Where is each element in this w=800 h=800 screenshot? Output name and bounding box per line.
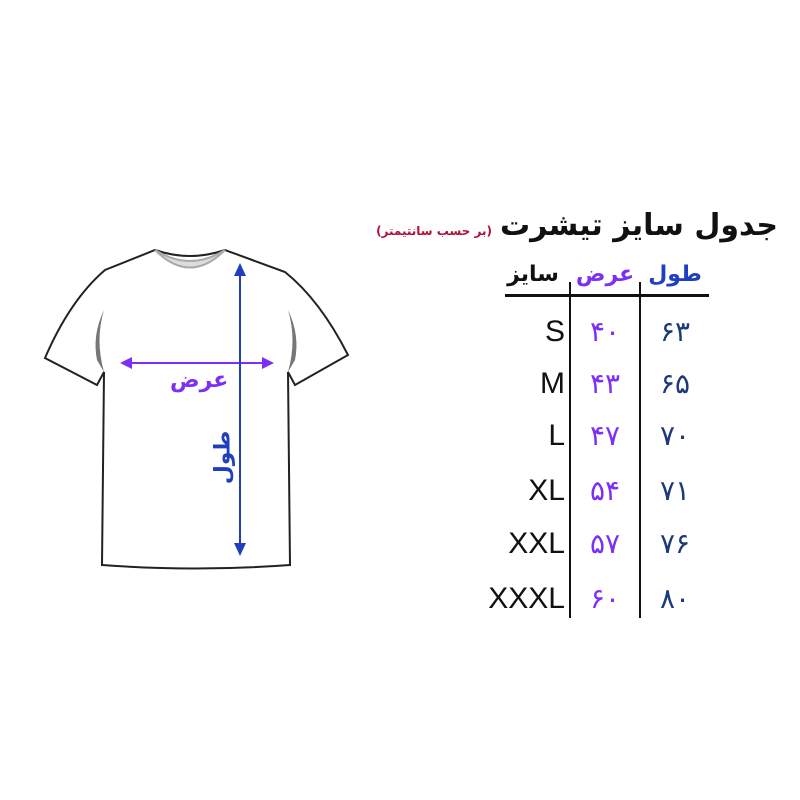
length-label: طول xyxy=(210,430,236,485)
length-cell: ۷۱ xyxy=(659,474,691,507)
width-label: عرض xyxy=(170,368,229,393)
length-cell: ۸۰ xyxy=(659,582,691,615)
length-arrow xyxy=(234,263,246,556)
sleeve-shadow-left xyxy=(95,310,104,372)
size-cell: XXL xyxy=(508,527,565,560)
subtitle: (بر حسب سانتیمتر) xyxy=(376,224,492,238)
size-cell: L xyxy=(548,419,565,452)
header-divider xyxy=(505,294,709,297)
width-cell: ۵۷ xyxy=(589,527,621,560)
collar xyxy=(154,249,226,269)
width-cell: ۶۰ xyxy=(589,582,621,615)
size-cell: XL xyxy=(528,474,565,507)
header-length: طول xyxy=(648,262,702,287)
column-divider xyxy=(639,282,641,618)
page-title: جدول سایز تیشرت xyxy=(499,208,778,243)
header-size: سایز xyxy=(507,262,559,287)
width-cell: ۴۳ xyxy=(589,367,621,400)
column-divider xyxy=(569,282,571,618)
width-arrow xyxy=(120,357,274,369)
tshirt-outline xyxy=(43,248,350,570)
width-cell: ۵۴ xyxy=(589,474,621,507)
length-cell: ۷۰ xyxy=(659,419,691,452)
size-cell: XXXL xyxy=(488,582,565,615)
length-cell: ۶۳ xyxy=(659,315,691,348)
size-cell: S xyxy=(544,315,565,348)
sleeve-shadow-right xyxy=(288,310,297,372)
length-cell: ۶۵ xyxy=(659,367,691,400)
title-bar: جدول سایز تیشرت (بر حسب سانتیمتر) xyxy=(376,208,778,243)
header-width: عرض xyxy=(575,262,635,287)
size-cell: M xyxy=(540,367,565,400)
width-cell: ۴۷ xyxy=(589,419,621,452)
length-cell: ۷۶ xyxy=(659,527,691,560)
width-cell: ۴۰ xyxy=(589,315,621,348)
